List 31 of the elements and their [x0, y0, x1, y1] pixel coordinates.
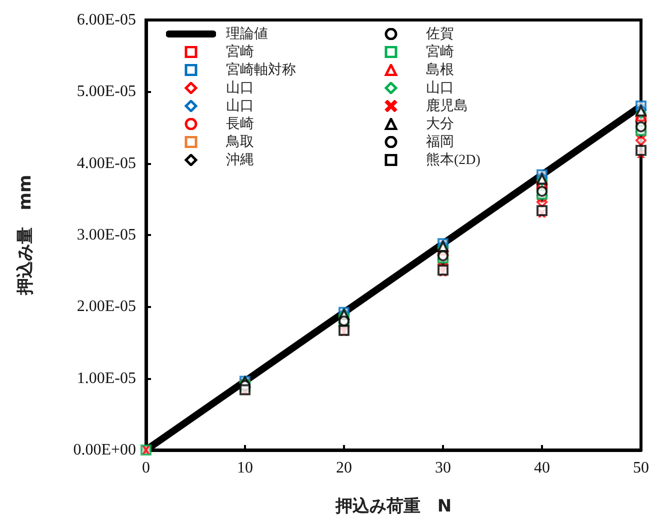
legend-label: 島根 — [426, 62, 454, 79]
y-tick-label: 4.00E-05 — [76, 154, 136, 172]
legend-label: 熊本(2D) — [426, 152, 480, 169]
y-tick-label: 3.00E-05 — [76, 226, 136, 244]
legend-label: 山口 — [226, 80, 254, 97]
legend-label: 福岡 — [426, 134, 454, 151]
legend-label: 山口 — [226, 98, 254, 115]
legend-label: 宮崎 — [426, 43, 454, 61]
y-tick-label: 2.00E-05 — [76, 298, 136, 316]
x-tick-label: 40 — [534, 460, 550, 476]
x-axis-title: 押込み荷重 N — [334, 496, 452, 516]
legend-label: 長崎 — [226, 116, 254, 133]
legend-label: 大分 — [426, 116, 454, 133]
legend-label: 山口 — [426, 80, 454, 97]
x-tick-label: 20 — [336, 460, 352, 476]
legend-label: 佐賀 — [426, 26, 454, 43]
legend-label: 鳥取 — [226, 134, 254, 151]
x-tick-label: 10 — [237, 460, 253, 476]
y-axis-title: 押込み量 mm — [16, 174, 36, 296]
legend-label: 宮崎軸対称 — [226, 61, 296, 79]
x-tick-label: 0 — [142, 460, 150, 476]
y-tick-label: 5.00E-05 — [76, 83, 136, 100]
legend-label: 理論値 — [226, 26, 268, 43]
legend-label: 沖縄 — [226, 152, 254, 169]
y-tick-label: 6.00E-05 — [76, 12, 136, 28]
x-tick-label: 30 — [435, 460, 451, 476]
x-tick-label: 50 — [633, 460, 649, 476]
legend-label: 宮崎 — [226, 43, 254, 61]
y-tick-label: 1.00E-05 — [76, 370, 136, 387]
y-tick-label: 0.00E+00 — [73, 442, 136, 458]
legend-label: 鹿児島 — [426, 97, 468, 115]
